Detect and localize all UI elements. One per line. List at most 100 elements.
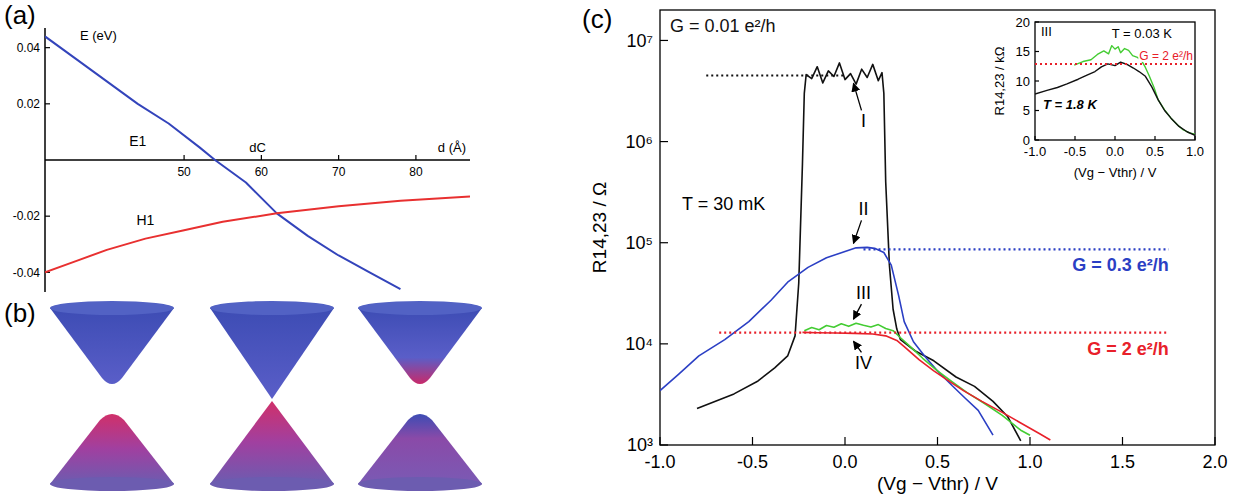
y-tick-label: 20 <box>1016 15 1030 30</box>
x-tick-label: 50 <box>177 165 191 179</box>
y-tick <box>45 103 50 104</box>
series-label: III <box>856 283 871 303</box>
y-tick <box>45 47 50 48</box>
x-tick-label: 80 <box>409 165 423 179</box>
x-tick <box>338 155 339 160</box>
y-tick <box>1035 51 1039 52</box>
cone-top <box>50 301 174 315</box>
series-label: H1 <box>137 212 155 228</box>
series-line <box>697 63 1021 441</box>
x-tick <box>1214 437 1215 445</box>
cone-top <box>210 301 334 315</box>
series-line <box>802 332 1050 440</box>
x-tick-label: 1.5 <box>1110 452 1135 472</box>
series-label: G = 0.3 e²/h <box>1072 255 1169 275</box>
figure: (a)50607080-0.04-0.020.020.04E (eV)d (Å)… <box>0 0 1238 496</box>
y-axis-title: R14,23 / Ω <box>589 182 610 273</box>
x-axis-title: (Vg − Vthr) / V <box>877 473 998 494</box>
x-tick <box>1074 136 1075 140</box>
x-axis-title: d (Å) <box>438 140 466 155</box>
series-line <box>804 323 1030 435</box>
y-tick-label: 10⁶ <box>626 132 653 152</box>
panel-label: (b) <box>4 298 36 328</box>
x-tick <box>415 155 416 160</box>
y-tick-label: 10 <box>1016 74 1030 89</box>
annotation: dC <box>249 140 266 155</box>
cone-base <box>210 477 334 491</box>
y-tick <box>1035 21 1039 22</box>
y-tick <box>45 216 50 217</box>
series-line <box>1035 63 1195 65</box>
series-line <box>706 74 845 76</box>
y-tick-label: 10⁵ <box>626 233 653 253</box>
y-tick-label: 0 <box>1023 133 1030 148</box>
y-tick <box>1035 139 1039 140</box>
y-tick <box>1035 80 1039 81</box>
cone <box>210 401 334 484</box>
series-line <box>864 248 1169 250</box>
panel-label: (a) <box>4 0 36 30</box>
x-tick-label: -0.5 <box>1064 144 1086 159</box>
y-tick <box>660 242 668 243</box>
series-line <box>719 332 1169 334</box>
y-tick-label: 0.04 <box>17 41 41 55</box>
series-line <box>45 36 400 289</box>
series-line <box>660 247 993 435</box>
plot-frame <box>660 10 1215 445</box>
series-label: I <box>861 111 866 131</box>
arrow <box>853 83 861 110</box>
y-tick <box>1035 110 1039 111</box>
y-tick <box>660 141 668 142</box>
panel-label: (c) <box>582 4 612 34</box>
series-label: G = 0.01 e²/h <box>670 16 776 36</box>
series-line <box>1035 62 1195 135</box>
y-tick <box>660 444 668 445</box>
cone <box>50 414 174 484</box>
x-axis-title: (Vg − Vthr) / V <box>1074 165 1157 180</box>
series-label: IV <box>855 353 872 373</box>
x-tick <box>659 437 660 445</box>
y-tick-label: 5 <box>1023 103 1030 118</box>
y-tick-label: -0.02 <box>13 209 41 223</box>
cone <box>358 414 482 484</box>
x-tick <box>752 437 753 445</box>
cone-top <box>358 301 482 315</box>
x-tick <box>1194 136 1195 140</box>
x-tick <box>937 437 938 445</box>
x-tick-label: 1.0 <box>1186 144 1204 159</box>
y-tick-label: -0.04 <box>13 266 41 280</box>
x-tick-label: 0.0 <box>1106 144 1124 159</box>
x-tick-label: 60 <box>255 165 269 179</box>
y-tick <box>660 40 668 41</box>
x-axis <box>45 159 470 161</box>
series-label: G = 2 e²/h <box>1139 49 1193 63</box>
annotation: T = 30 mK <box>682 194 765 214</box>
cone <box>50 308 174 384</box>
y-tick-label: 10³ <box>627 435 653 455</box>
x-tick-label: 0.5 <box>925 452 950 472</box>
cone-base <box>50 477 174 491</box>
arrow <box>853 220 861 243</box>
series-line <box>45 197 470 273</box>
x-tick-label: 1.0 <box>1017 452 1042 472</box>
x-tick <box>1122 437 1123 445</box>
series-label: II <box>858 199 868 219</box>
plot-area <box>45 36 470 289</box>
x-tick <box>844 437 845 445</box>
label-patch <box>1138 49 1194 62</box>
inset-background <box>990 12 1213 184</box>
series-label: E1 <box>129 133 146 149</box>
x-tick <box>1154 136 1155 140</box>
x-tick <box>183 155 184 160</box>
plot-frame <box>1035 22 1195 140</box>
plot-area <box>1035 46 1195 136</box>
series-line <box>1074 46 1195 135</box>
x-tick-label: -0.5 <box>737 452 768 472</box>
series-label: T = 0.03 K <box>1112 26 1172 41</box>
y-tick-label: 0.02 <box>17 97 41 111</box>
x-tick <box>1114 136 1115 140</box>
y-tick-label: 10⁷ <box>626 31 653 51</box>
cone <box>358 308 482 384</box>
x-tick-label: 0.5 <box>1146 144 1164 159</box>
x-tick-label: 70 <box>332 165 346 179</box>
